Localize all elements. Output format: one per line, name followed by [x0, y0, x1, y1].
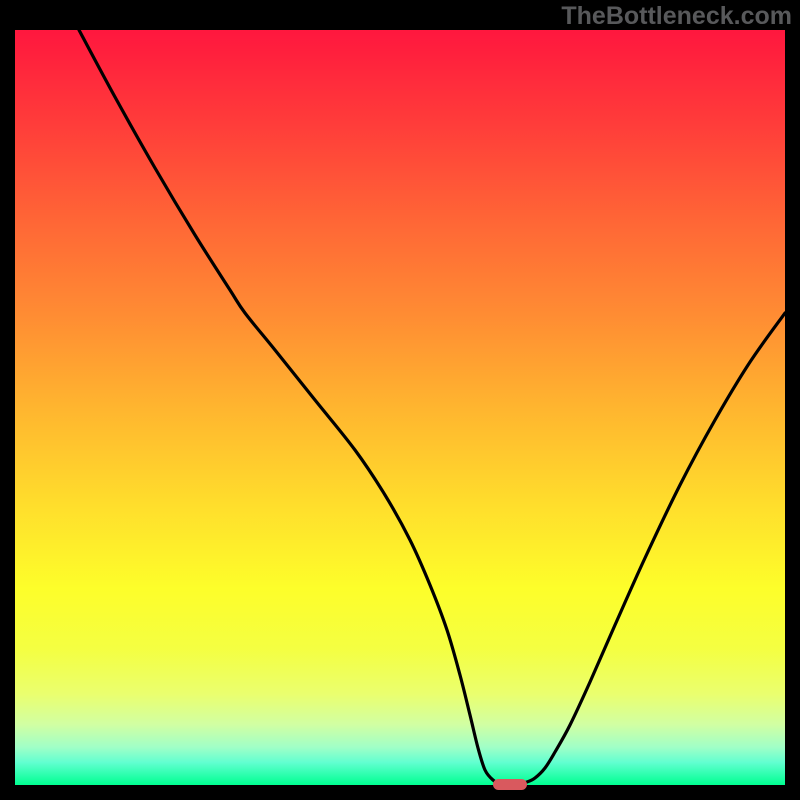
watermark-text: TheBottleneck.com [561, 2, 792, 31]
bottleneck-curve [15, 30, 785, 785]
optimum-marker [493, 779, 527, 790]
chart-frame: TheBottleneck.com [0, 0, 800, 800]
